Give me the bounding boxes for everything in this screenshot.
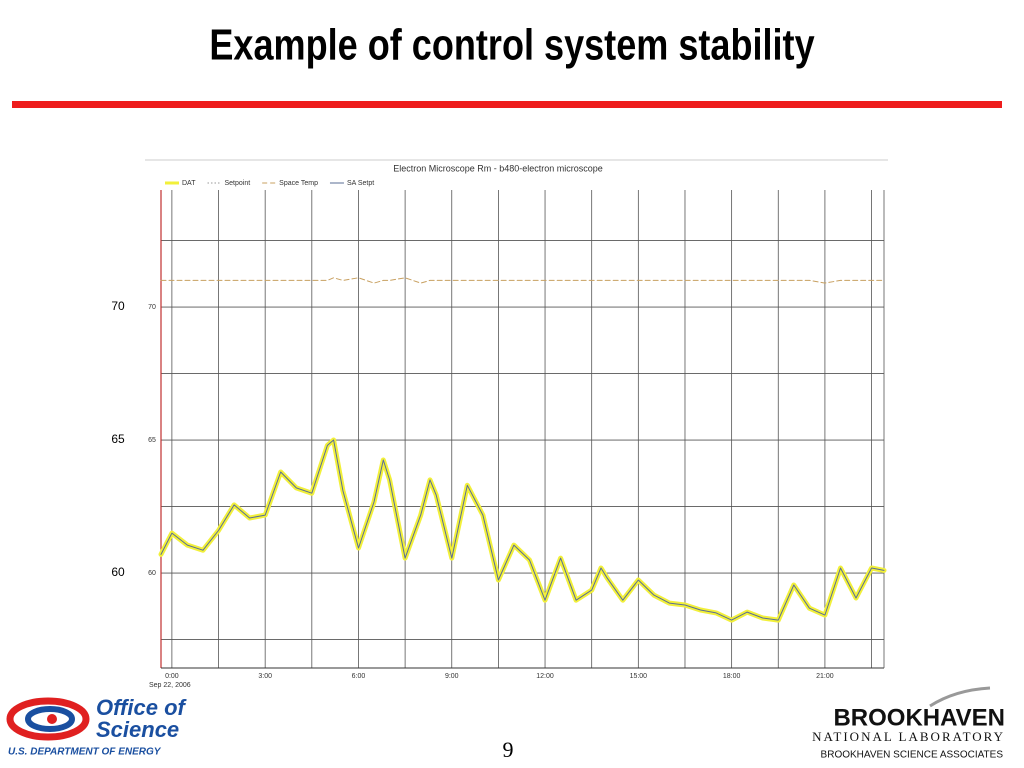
y-axis-overlay-label: 70 bbox=[111, 299, 125, 313]
bnl-logo: BROOKHAVEN NATIONAL LABORATORY BROOKHAVE… bbox=[812, 686, 1005, 761]
y-tick-label: 60 bbox=[148, 570, 156, 577]
logo-dot bbox=[47, 714, 57, 724]
logo-swirl bbox=[6, 697, 90, 741]
logo-text: NATIONAL LABORATORY bbox=[812, 729, 1005, 744]
y-axis-overlay-label: 65 bbox=[111, 432, 125, 446]
logo-text: Office of bbox=[96, 695, 188, 720]
legend-label: Setpoint bbox=[224, 180, 250, 187]
x-tick-label: 18:00 bbox=[723, 673, 741, 680]
series-line bbox=[158, 437, 887, 623]
series-line bbox=[160, 277, 885, 284]
legend-label: DAT bbox=[182, 180, 196, 187]
logo-swirl bbox=[25, 706, 75, 732]
series-line bbox=[160, 439, 885, 621]
logo-arc bbox=[929, 686, 991, 708]
y-tick-label: 70 bbox=[148, 304, 156, 311]
legend-label: SA Setpt bbox=[347, 180, 374, 187]
title-rule bbox=[12, 101, 1002, 108]
x-tick-label: 0:00 bbox=[165, 673, 179, 680]
x-tick-label: 9:00 bbox=[445, 673, 459, 680]
logo-text: U.S. DEPARTMENT OF ENERGY bbox=[8, 747, 162, 758]
x-tick-label: 6:00 bbox=[352, 673, 366, 680]
x-tick-label: 3:00 bbox=[258, 673, 272, 680]
doe-logo: Office of Science U.S. DEPARTMENT OF ENE… bbox=[6, 695, 188, 758]
chart-title: Electron Microscope Rm - b480-electron m… bbox=[393, 163, 603, 173]
page-number: 9 bbox=[503, 737, 514, 762]
logo-text: Science bbox=[96, 717, 179, 742]
x-subtitle: Sep 22, 2006 bbox=[149, 682, 191, 689]
legend-label: Space Temp bbox=[279, 180, 318, 187]
x-tick-label: 15:00 bbox=[630, 673, 648, 680]
y-axis-overlay-label: 60 bbox=[111, 565, 125, 579]
y-tick-label: 65 bbox=[148, 437, 156, 444]
logo-text: BROOKHAVEN SCIENCE ASSOCIATES bbox=[821, 750, 1004, 761]
plot: 60 60 65 65 70 70 0:00 3:00 6:00 9:00 12:00 15:00 18… bbox=[111, 180, 887, 680]
slide-title: Example of control system stability bbox=[209, 20, 815, 69]
logo-text: BROOKHAVEN bbox=[833, 704, 1005, 731]
x-tick-label: 12:00 bbox=[536, 673, 554, 680]
x-tick-label: 21:00 bbox=[816, 673, 834, 680]
